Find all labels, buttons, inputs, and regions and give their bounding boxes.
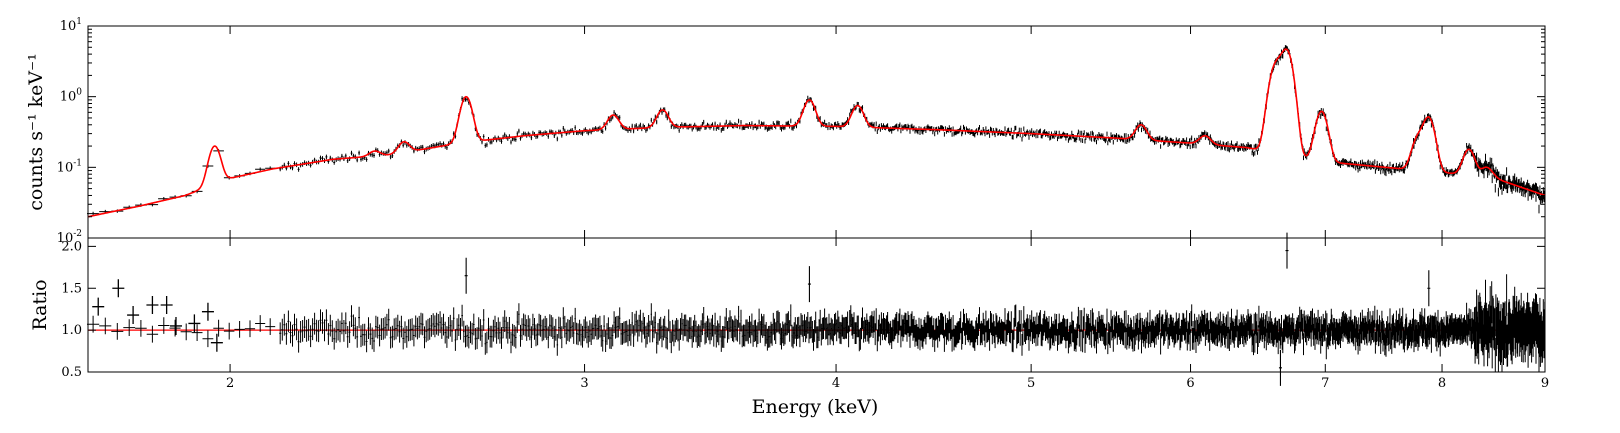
x-tick-label: 2 [226, 376, 234, 391]
spectrum-model-line [87, 48, 1546, 218]
ratio-outlier-point [1285, 232, 1289, 269]
spectrum-panel: 101 100 10-1 10-2 counts s⁻¹ keV⁻¹ [25, 17, 1546, 246]
ratio-y-tick-label: 1.5 [61, 281, 82, 296]
x-tick-label: 5 [1027, 376, 1035, 391]
spectrum-data-crosses [87, 45, 1546, 216]
ratio-outlier-point [1427, 270, 1431, 307]
spectrum-y-tick-label: 101 [60, 17, 82, 34]
ratio-x-ticks: 2 3 4 5 6 7 8 9 [226, 238, 1549, 391]
ratio-outlier-point [464, 257, 468, 294]
ratio-outlier-point [807, 266, 811, 303]
ratio-data-crosses [87, 274, 1546, 372]
spectrum-y-axis-label: counts s⁻¹ keV⁻¹ [25, 53, 47, 211]
ratio-outlier-point [210, 333, 223, 352]
ratio-outlier-point [92, 297, 105, 316]
ratio-outlier-point [1278, 349, 1282, 386]
x-tick-label: 8 [1438, 376, 1446, 391]
ratio-outlier-point [201, 302, 214, 321]
ratio-outlier-point [160, 296, 173, 314]
ratio-outlier-point [146, 296, 159, 314]
spectrum-y-tick-label: 100 [60, 88, 83, 105]
x-tick-label: 3 [580, 376, 588, 391]
spectrum-y-tick-label: 10-1 [57, 158, 82, 175]
ratio-outlier-point [112, 279, 125, 298]
ratio-outlier-point [169, 316, 182, 335]
x-tick-label: 4 [832, 376, 840, 391]
spectrum-y-ticks: 101 100 10-1 10-2 [57, 17, 1545, 246]
ratio-panel: 0.5 1.0 1.5 2.0 2 3 4 5 6 7 8 9 Ratio Energy (keV) [29, 232, 1549, 418]
ratio-outlier-point [188, 314, 201, 333]
spectrum-x-ticks [229, 26, 1546, 238]
spectrum-data-points [87, 45, 1546, 216]
spectrum-plot-frame [87, 25, 1546, 239]
ratio-data-points [87, 232, 1546, 386]
ratio-y-tick-label: 2.0 [61, 239, 82, 254]
ratio-y-tick-label: 0.5 [61, 365, 82, 380]
x-tick-label: 7 [1321, 376, 1329, 391]
ratio-y-ticks: 0.5 1.0 1.5 2.0 [61, 239, 1545, 380]
ratio-y-axis-label: Ratio [29, 279, 51, 330]
x-axis-label: Energy (keV) [752, 396, 879, 418]
spectrum-y-tick-label: 10-2 [57, 229, 82, 246]
ratio-outlier-point [127, 306, 140, 325]
ratio-y-tick-label: 1.0 [61, 323, 82, 338]
x-tick-label: 6 [1186, 376, 1194, 391]
x-tick-label: 9 [1541, 376, 1549, 391]
